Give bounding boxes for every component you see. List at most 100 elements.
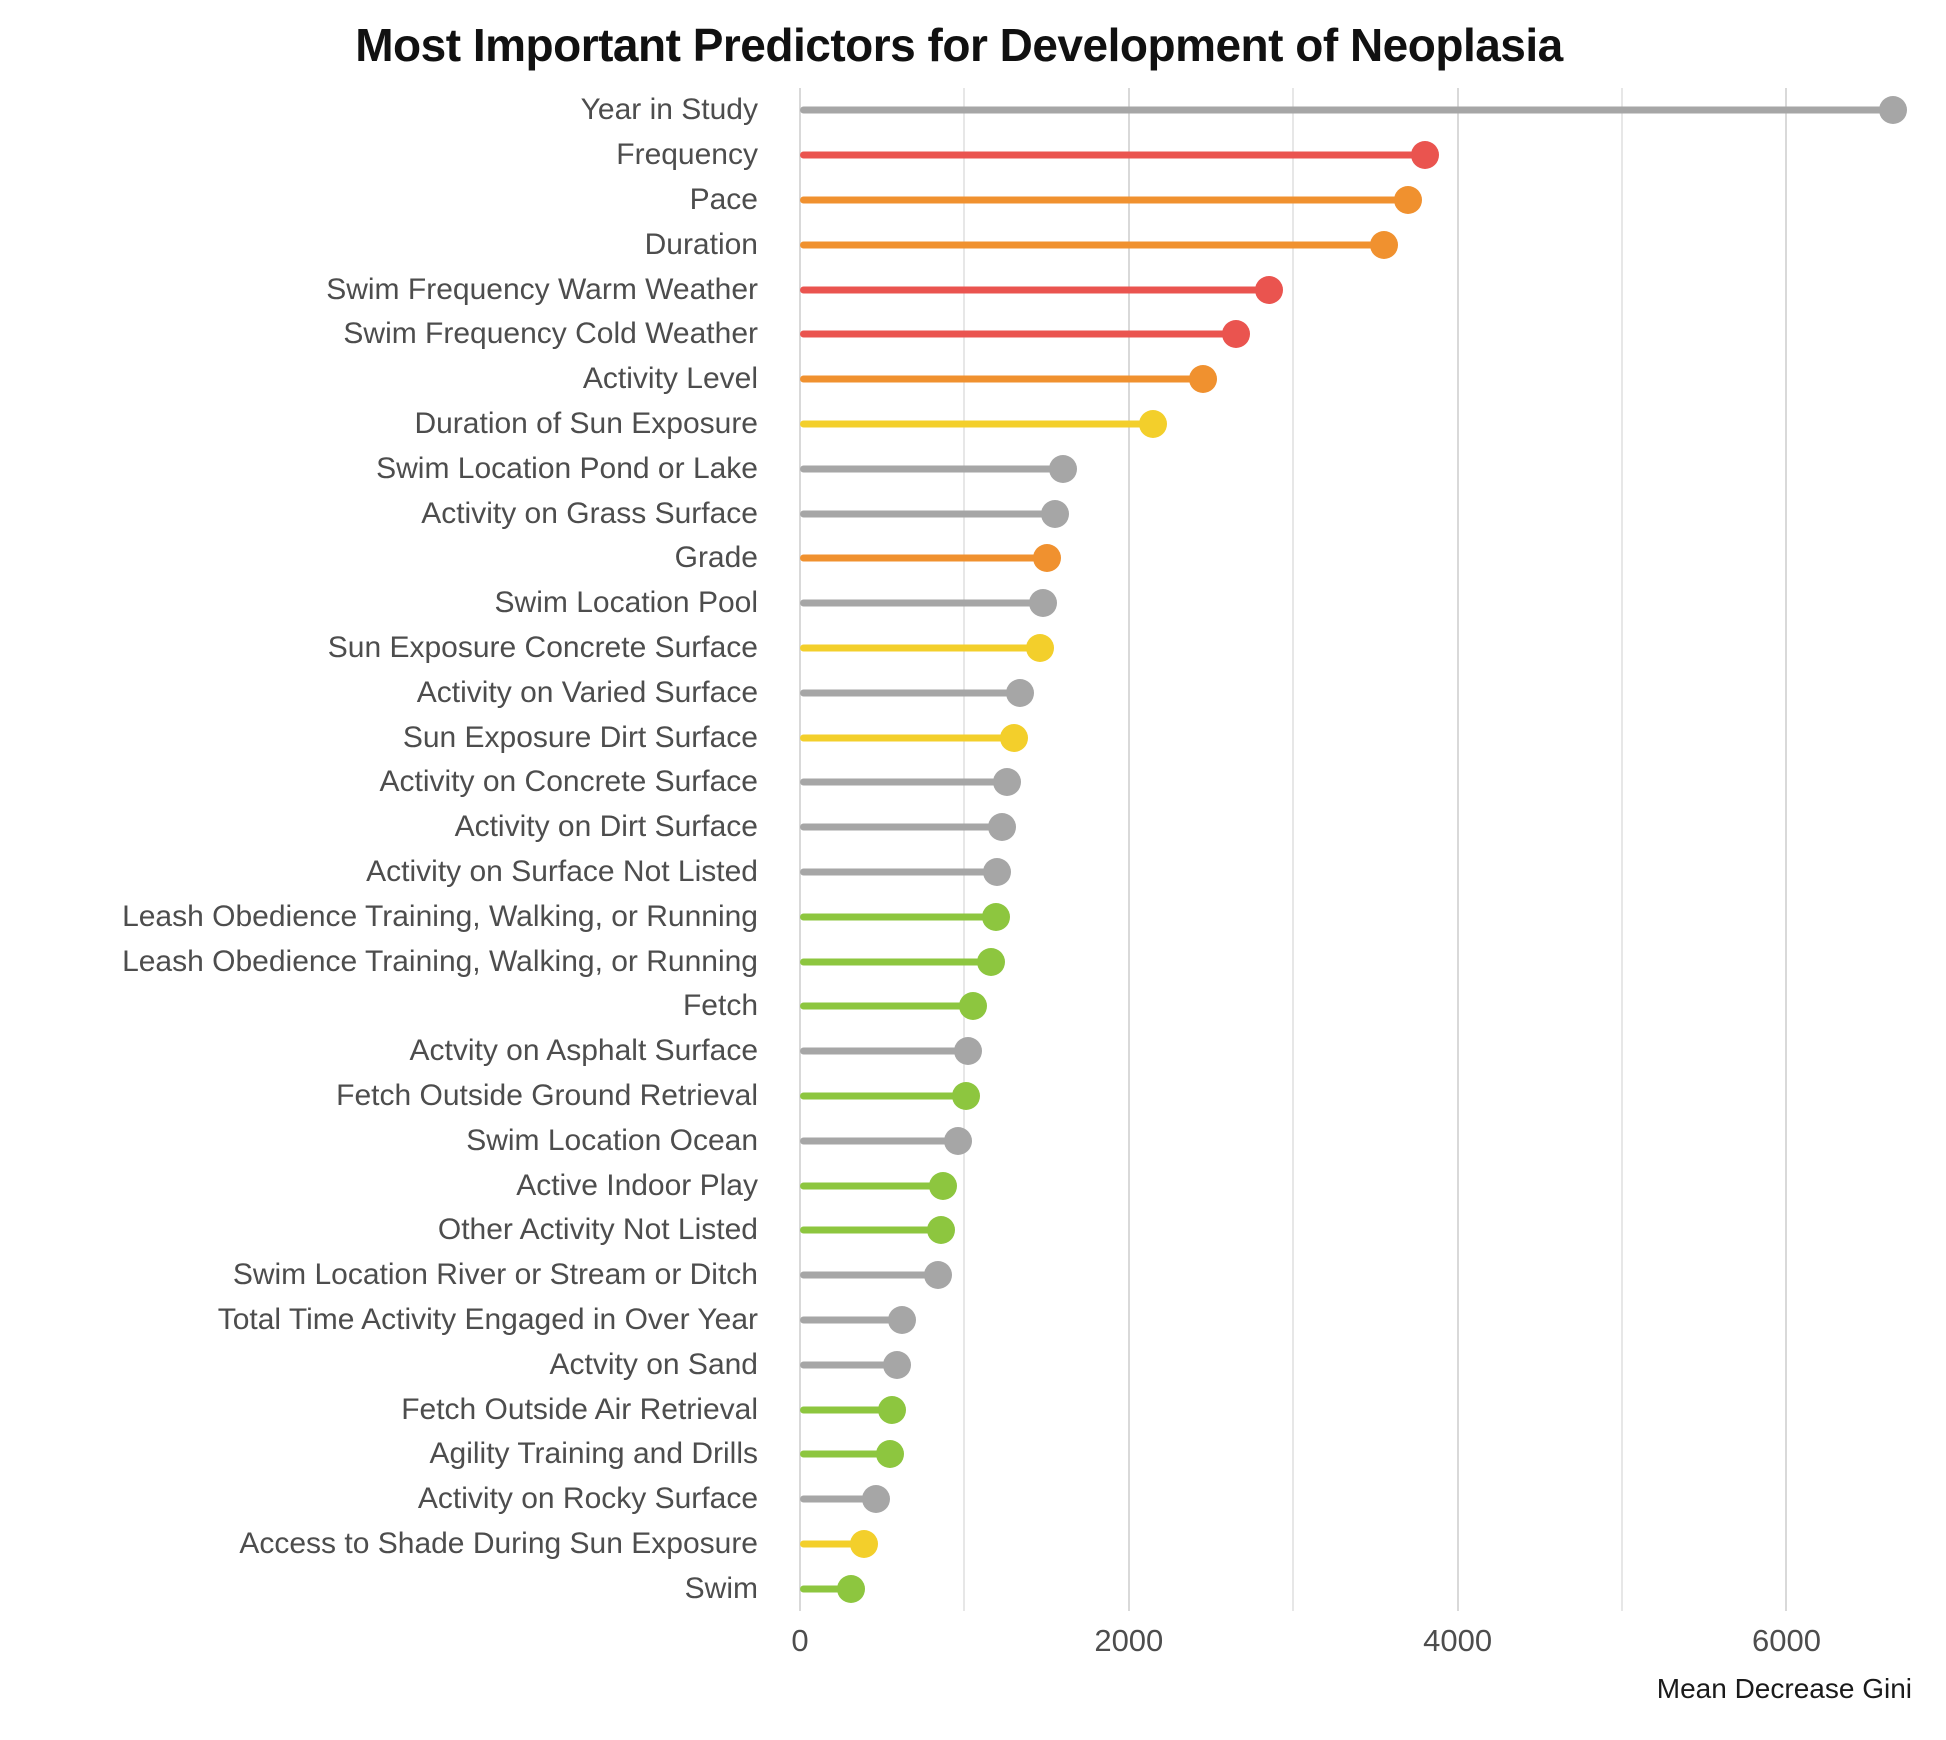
minor-gridline [1292, 88, 1294, 1612]
lollipop-dot [1139, 409, 1168, 438]
lollipop-stem [800, 734, 1014, 742]
lollipop-row [800, 267, 1918, 312]
lollipop-stem [800, 1361, 897, 1369]
category-label: Swim Frequency Cold Weather [343, 317, 758, 351]
lollipop-dot [1049, 454, 1078, 483]
lollipop-stem [800, 1540, 865, 1548]
lollipop-row [800, 894, 1918, 939]
lollipop-dot [976, 947, 1005, 976]
lollipop-dot [927, 1216, 956, 1245]
lollipop-row [800, 1522, 1918, 1567]
category-label: Access to Shade During Sun Exposure [239, 1526, 758, 1560]
lollipop-dot [1006, 678, 1035, 707]
lollipop-stem [800, 286, 1269, 294]
lollipop-stem [800, 1137, 958, 1145]
lollipop-dot [1221, 320, 1250, 349]
lollipop-dot [836, 1574, 865, 1603]
lollipop-row [800, 446, 1918, 491]
lollipop-dot [1369, 230, 1398, 259]
lollipop-stem [800, 1226, 942, 1234]
category-label: Fetch [682, 989, 758, 1023]
lollipop-dot [958, 992, 987, 1021]
x-axis-label-row: Mean Decrease Gini [0, 1663, 1918, 1705]
minor-gridline [963, 88, 965, 1612]
lollipop-dot [953, 1037, 982, 1066]
category-label: Activity on Rocky Surface [417, 1482, 758, 1516]
lollipop-dot [887, 1305, 916, 1334]
major-gridline [799, 88, 801, 1612]
x-axis-label: Mean Decrease Gini [1656, 1673, 1912, 1705]
lollipop-stem [800, 330, 1236, 338]
lollipop-dot [999, 723, 1028, 752]
lollipop-stem [800, 465, 1064, 473]
lollipop-row [800, 1118, 1918, 1163]
lollipop-dot [988, 813, 1017, 842]
lollipop-row [800, 1163, 1918, 1208]
category-labels-column: Year in Study Frequency Pace Duration Swim F… [0, 88, 800, 1611]
lollipop-stem [800, 1182, 944, 1190]
category-label: Swim Location Ocean [466, 1123, 758, 1157]
lollipop-row [800, 670, 1918, 715]
category-label: Swim Location Pond or Lake [376, 451, 758, 485]
lollipop-row [800, 491, 1918, 536]
lollipop-stem [800, 1406, 893, 1413]
lollipop-row [800, 581, 1918, 626]
lollipop-stem [800, 868, 998, 876]
lollipop-dot [983, 857, 1012, 886]
category-label: Leash Obedience Training, Walking, or Ru… [122, 899, 758, 933]
lollipop-stem [800, 778, 1008, 786]
lollipop-stem [800, 1271, 939, 1279]
chart-title: Most Important Predictors for Developmen… [355, 19, 1563, 71]
lollipop-stem [800, 599, 1044, 607]
lollipop-dot [993, 768, 1022, 797]
lollipop-stem [800, 644, 1041, 652]
lollipop-row [800, 1387, 1918, 1432]
lollipop-dot [875, 1440, 904, 1469]
lollipop-row [800, 805, 1918, 850]
lollipop-dot [878, 1395, 907, 1424]
x-tick-label: 6000 [1751, 1623, 1821, 1659]
lollipop-stem [800, 196, 1409, 204]
lollipop-row [800, 1477, 1918, 1522]
lollipop-dot [1032, 544, 1061, 573]
category-label: Active Indoor Play [516, 1168, 758, 1202]
lollipop-dot [952, 1081, 981, 1110]
lollipop-row [800, 402, 1918, 447]
category-label: Activity on Surface Not Listed [366, 854, 758, 888]
lollipop-row [800, 222, 1918, 267]
lollipop-dot [1254, 275, 1283, 304]
lollipop-row [800, 1432, 1918, 1477]
lollipop-stem [800, 151, 1425, 159]
category-label: Fetch Outside Ground Retrieval [336, 1078, 758, 1112]
lollipop-dot [1410, 141, 1439, 170]
lollipop-row [800, 1298, 1918, 1343]
lollipop-row [800, 178, 1918, 223]
lollipop-stem [800, 689, 1021, 697]
lollipop-stem [800, 241, 1384, 249]
lollipop-dot [943, 1126, 972, 1155]
category-label: Sun Exposure Dirt Surface [402, 720, 758, 754]
category-label: Fetch Outside Air Retrieval [401, 1392, 758, 1426]
category-label: Sun Exposure Concrete Surface [327, 630, 758, 664]
plot-area [799, 88, 1918, 1612]
category-label: Swim Location Pool [494, 586, 758, 620]
lollipop-row [800, 1029, 1918, 1074]
lollipop-dot [850, 1529, 879, 1558]
lollipop-row [800, 984, 1918, 1029]
category-label: Agility Training and Drills [429, 1437, 758, 1471]
category-label: Leash Obedience Training, Walking, or Ru… [122, 944, 758, 978]
x-axis-row: 0 2000 4000 6000 [0, 1617, 1918, 1663]
lollipop-row [800, 760, 1918, 805]
x-axis-spacer [0, 1617, 800, 1663]
category-label: Swim Frequency Warm Weather [326, 272, 758, 306]
lollipop-stem [800, 510, 1055, 518]
category-label: Duration of Sun Exposure [414, 406, 758, 440]
lollipop-row [800, 312, 1918, 357]
lollipop-stem [800, 106, 1894, 114]
category-label: Frequency [616, 138, 758, 172]
lollipop-stem [800, 958, 991, 966]
lollipop-stem [800, 1316, 902, 1324]
lollipop-stem [800, 823, 1003, 831]
category-label: Swim Location River or Stream or Ditch [232, 1258, 758, 1292]
